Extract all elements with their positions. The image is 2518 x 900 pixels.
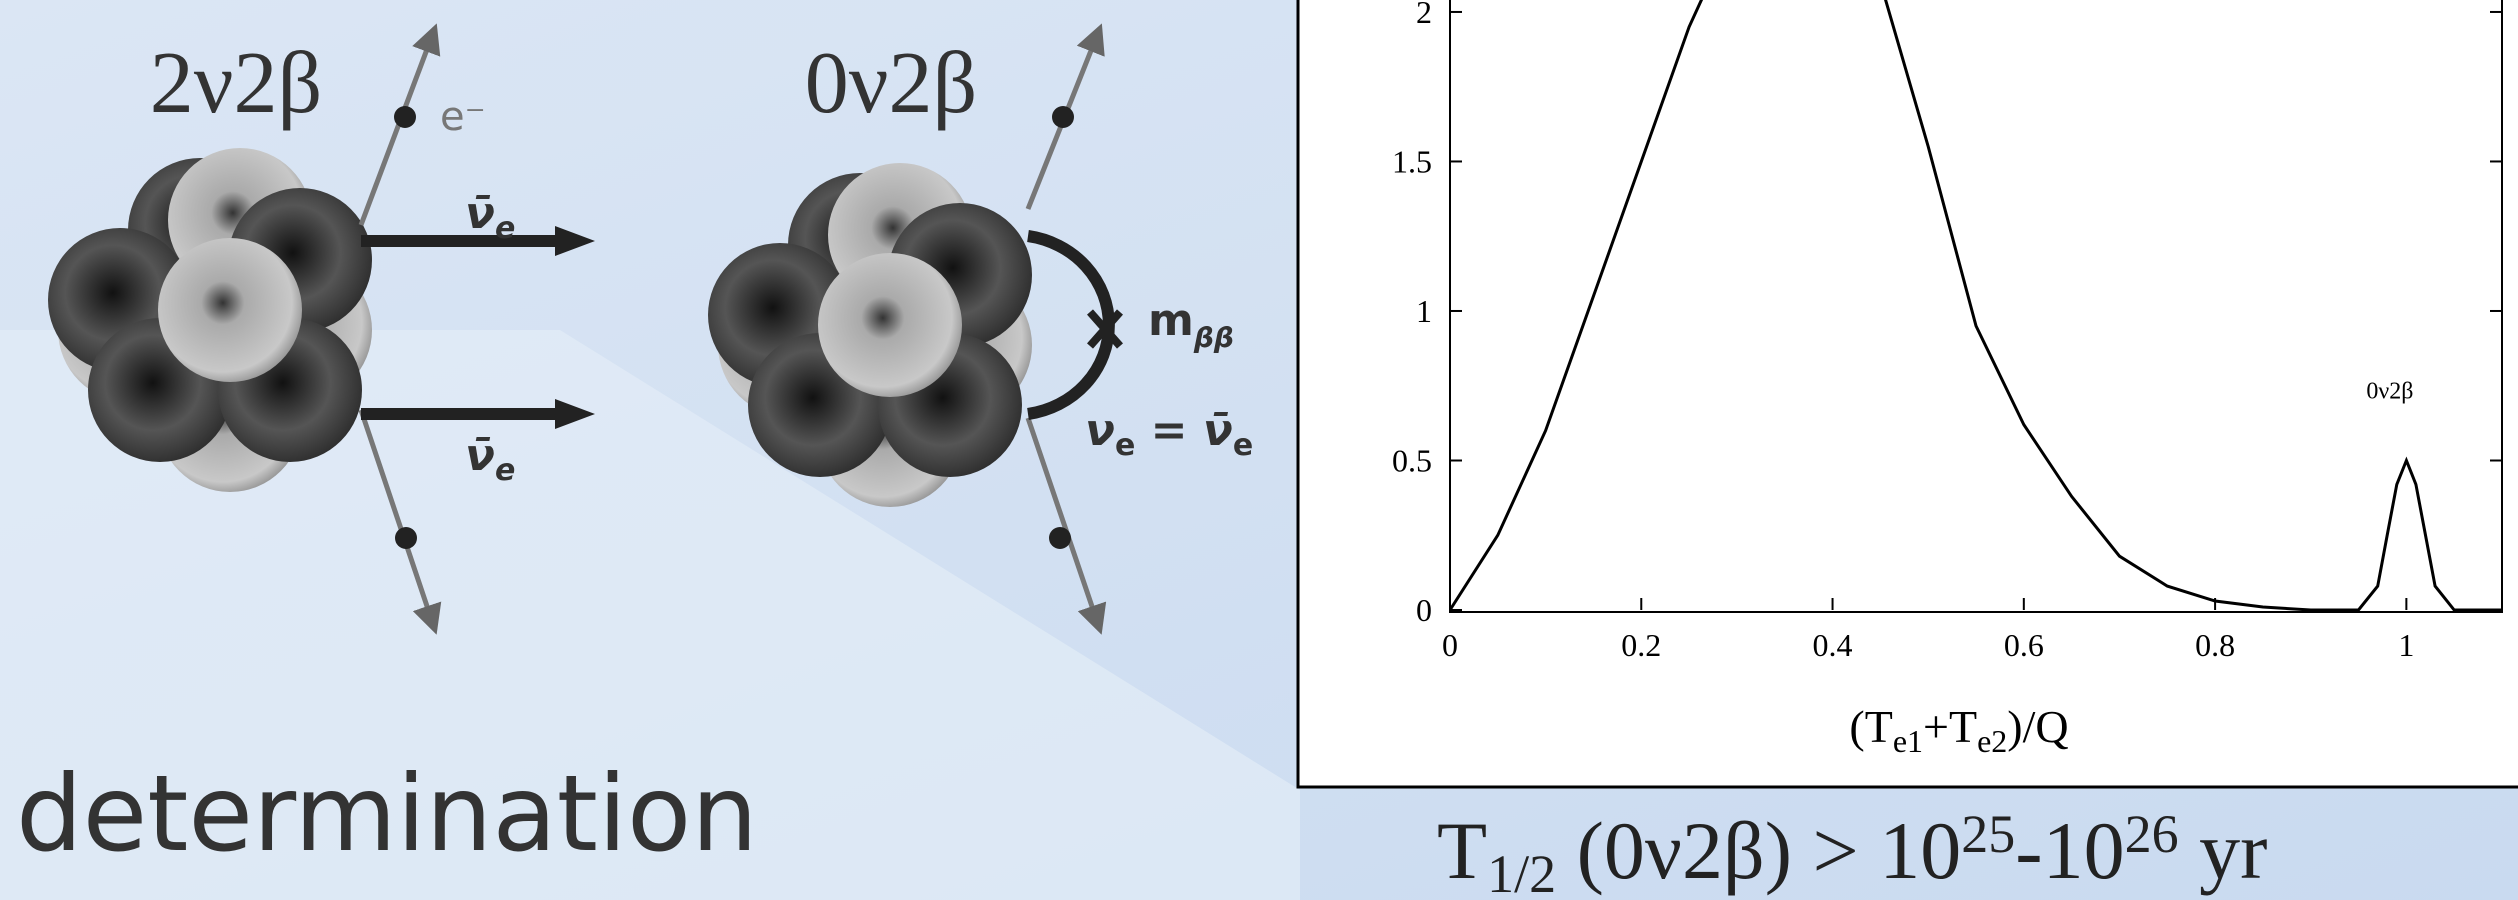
x-tick-label: 0.4 — [1813, 627, 1853, 663]
x-tick-label: 0.6 — [2004, 627, 2044, 663]
x-axis-label: (Te1+Te2)/Q — [1849, 701, 2068, 759]
caption-part: (0ν2β) > 10 — [1556, 805, 1961, 896]
slide: 2ν2β 0ν2β e⁻ ν̄e ν̄e mββ νe = ν̄e determ… — [0, 0, 2518, 900]
label-part: = — [1135, 405, 1203, 456]
label-part: e2 — [1977, 723, 2007, 759]
label-part: ν̄ — [465, 188, 495, 239]
electron — [1049, 527, 1071, 549]
diagram-title: 2ν2β — [150, 35, 323, 132]
caption-part: T — [1437, 805, 1487, 896]
y-tick-label: 0 — [1416, 592, 1432, 628]
annotation: 0ν2β — [2366, 378, 2413, 404]
x-tick-label: 0.2 — [1621, 627, 1661, 663]
label-part: e — [495, 453, 515, 488]
electron — [1052, 106, 1074, 128]
electron — [394, 106, 416, 128]
label-part: e — [1115, 428, 1135, 463]
slide-text: determination — [16, 753, 758, 875]
chart-panel — [1298, 0, 2518, 787]
label-part: )/Q — [2007, 701, 2068, 752]
label-part: m — [1148, 295, 1194, 346]
label-part: ν̄ — [465, 430, 495, 481]
y-tick-label: 0.5 — [1392, 442, 1432, 478]
label-part: (T — [1849, 701, 1892, 752]
x-tick-label: 0 — [1442, 627, 1458, 663]
electron — [395, 527, 417, 549]
caption-part: yr — [2179, 805, 2268, 896]
page: 2ν2β 0ν2β e⁻ ν̄e ν̄e mββ νe = ν̄e determ… — [0, 0, 2518, 900]
label-part: e1 — [1893, 723, 1923, 759]
label-part: e — [1233, 428, 1253, 463]
label-part: ν̄ — [1203, 405, 1233, 456]
label-part: +T — [1923, 701, 1977, 752]
caption-part: -10 — [2015, 805, 2124, 896]
label-part: ββ — [1193, 321, 1234, 354]
caption-part: 26 — [2125, 804, 2179, 864]
x-tick-label: 1 — [2398, 627, 2414, 663]
relation-label: νe = ν̄e — [1085, 405, 1253, 463]
caption-part: 1/2 — [1487, 844, 1556, 900]
y-tick-label: 2 — [1416, 0, 1432, 30]
caption-part: 25 — [1961, 804, 2015, 864]
electron-label: e⁻ — [440, 94, 486, 140]
diagram-title: 0ν2β — [805, 35, 978, 132]
y-tick-label: 1.5 — [1392, 143, 1432, 179]
x-tick-label: 0.8 — [2195, 627, 2235, 663]
y-tick-label: 1 — [1416, 293, 1432, 329]
label-part: ν — [1085, 405, 1115, 456]
label-part: e — [495, 211, 515, 246]
